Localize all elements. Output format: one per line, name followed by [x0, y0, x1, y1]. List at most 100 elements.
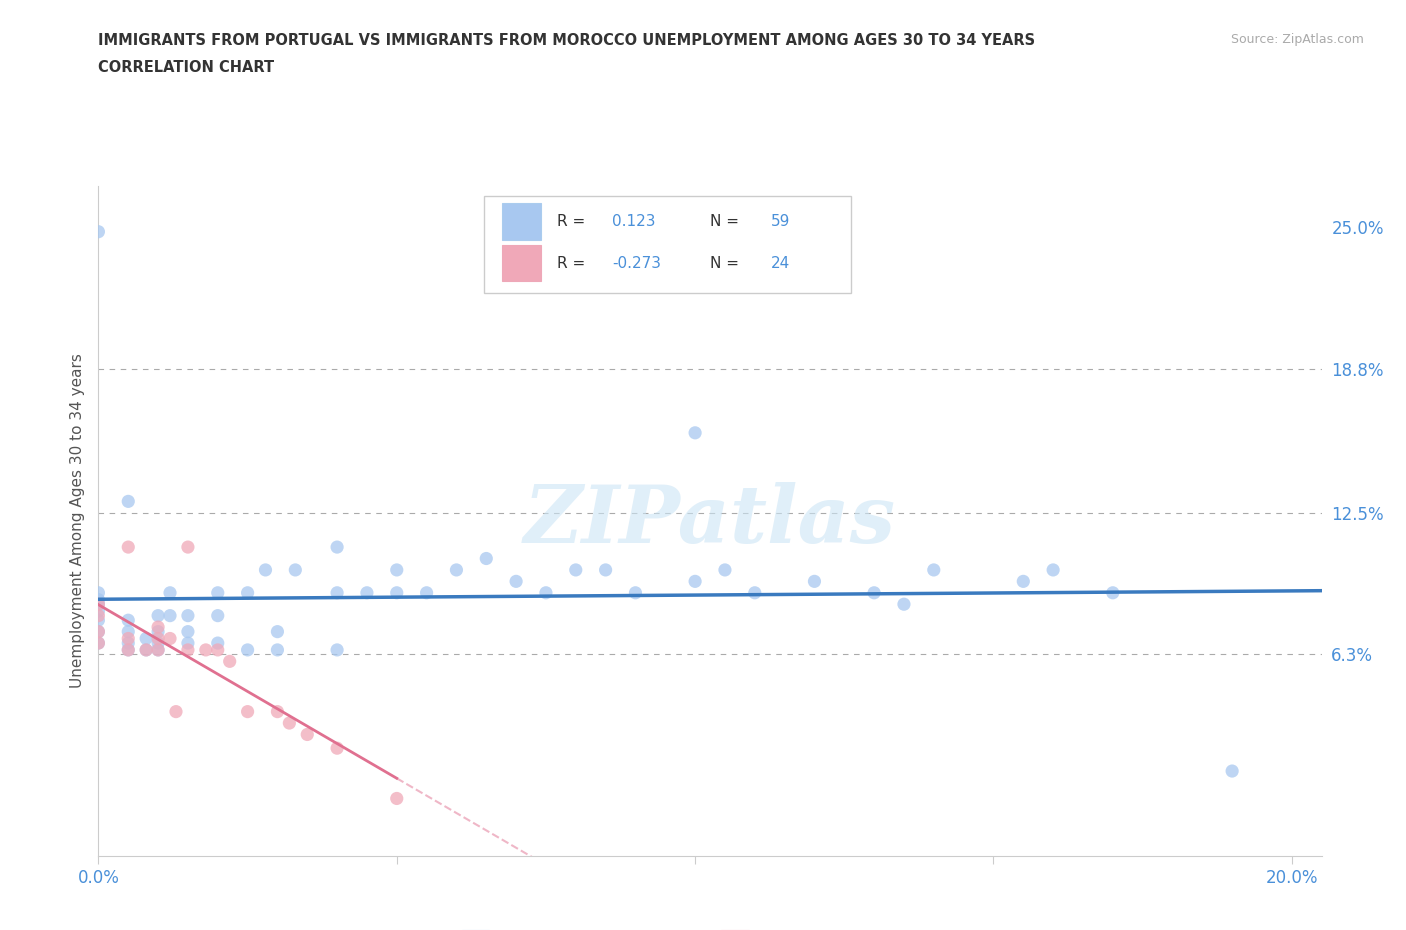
Point: [207, 643, 229, 658]
Point: [624, 585, 647, 600]
Point: [207, 608, 229, 623]
Point: [744, 585, 766, 600]
Point: [117, 613, 139, 628]
Point: [326, 643, 349, 658]
Text: ZIPatlas: ZIPatlas: [524, 482, 896, 560]
Point: [146, 635, 169, 650]
Point: [87, 597, 110, 612]
Text: R =: R =: [557, 214, 585, 229]
Point: [385, 563, 408, 578]
Point: [385, 585, 408, 600]
Point: [159, 631, 181, 646]
Point: [385, 791, 408, 806]
Point: [177, 643, 200, 658]
Bar: [502, 245, 541, 282]
Text: CORRELATION CHART: CORRELATION CHART: [98, 60, 274, 75]
Legend: Immigrants from Portugal, Immigrants from Morocco: Immigrants from Portugal, Immigrants fro…: [456, 923, 965, 930]
Point: [683, 574, 706, 589]
Point: [446, 563, 468, 578]
Point: [284, 563, 307, 578]
Point: [922, 563, 945, 578]
Point: [117, 539, 139, 554]
Point: [218, 654, 240, 669]
Point: [278, 715, 301, 730]
Point: [177, 624, 200, 639]
Point: [146, 619, 169, 634]
Point: [893, 597, 915, 612]
Point: [87, 624, 110, 639]
Text: N =: N =: [710, 256, 740, 271]
Point: [236, 704, 259, 719]
Y-axis label: Unemployment Among Ages 30 to 34 years: Unemployment Among Ages 30 to 34 years: [69, 353, 84, 688]
Text: N =: N =: [710, 214, 740, 229]
Point: [236, 585, 259, 600]
Point: [534, 585, 557, 600]
Point: [266, 643, 288, 658]
Point: [863, 585, 886, 600]
Point: [177, 539, 200, 554]
Point: [117, 494, 139, 509]
Point: [326, 539, 349, 554]
Text: 24: 24: [772, 256, 790, 271]
Point: [87, 608, 110, 623]
Point: [1042, 563, 1064, 578]
Point: [135, 631, 157, 646]
Point: [565, 563, 588, 578]
Point: [87, 624, 110, 639]
Point: [1220, 764, 1243, 778]
Bar: [502, 203, 541, 240]
Point: [117, 624, 139, 639]
Text: Source: ZipAtlas.com: Source: ZipAtlas.com: [1230, 33, 1364, 46]
Point: [266, 704, 288, 719]
Point: [146, 643, 169, 658]
Point: [194, 643, 217, 658]
Text: R =: R =: [557, 256, 585, 271]
Point: [117, 643, 139, 658]
Text: 0.123: 0.123: [612, 214, 655, 229]
Point: [87, 585, 110, 600]
Point: [165, 704, 187, 719]
Point: [415, 585, 437, 600]
Point: [117, 631, 139, 646]
Point: [326, 741, 349, 756]
Point: [87, 597, 110, 612]
Point: [1101, 585, 1123, 600]
Point: [146, 643, 169, 658]
Point: [117, 643, 139, 658]
Point: [87, 224, 110, 239]
Point: [236, 643, 259, 658]
Point: [595, 563, 617, 578]
Point: [177, 635, 200, 650]
Text: 59: 59: [772, 214, 790, 229]
Point: [356, 585, 378, 600]
Point: [87, 592, 110, 607]
FancyBboxPatch shape: [484, 196, 851, 293]
Point: [117, 635, 139, 650]
Point: [135, 643, 157, 658]
Point: [87, 635, 110, 650]
Point: [146, 631, 169, 646]
Point: [87, 604, 110, 618]
Point: [207, 635, 229, 650]
Point: [297, 727, 319, 742]
Point: [254, 563, 277, 578]
Point: [803, 574, 825, 589]
Text: -0.273: -0.273: [612, 256, 661, 271]
Point: [505, 574, 527, 589]
Point: [159, 608, 181, 623]
Point: [135, 643, 157, 658]
Point: [475, 551, 498, 566]
Point: [87, 613, 110, 628]
Point: [177, 608, 200, 623]
Point: [159, 585, 181, 600]
Point: [326, 585, 349, 600]
Point: [714, 563, 737, 578]
Text: IMMIGRANTS FROM PORTUGAL VS IMMIGRANTS FROM MOROCCO UNEMPLOYMENT AMONG AGES 30 T: IMMIGRANTS FROM PORTUGAL VS IMMIGRANTS F…: [98, 33, 1036, 47]
Point: [683, 425, 706, 440]
Point: [1012, 574, 1035, 589]
Point: [146, 624, 169, 639]
Point: [146, 608, 169, 623]
Point: [266, 624, 288, 639]
Point: [87, 635, 110, 650]
Point: [207, 585, 229, 600]
